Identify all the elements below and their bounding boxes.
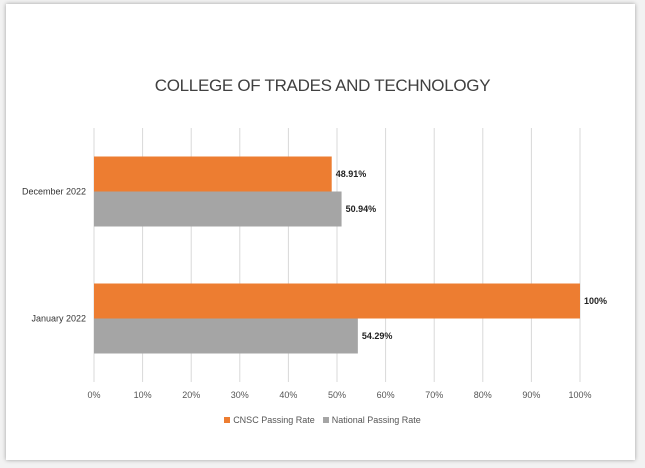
category-label: January 2022 xyxy=(31,314,86,324)
x-tick-label: 70% xyxy=(425,390,443,400)
x-tick-label: 0% xyxy=(87,390,100,400)
x-tick-label: 40% xyxy=(279,390,297,400)
chart-frame xyxy=(6,4,635,460)
x-tick-label: 30% xyxy=(231,390,249,400)
chart-legend: CNSC Passing Rate National Passing Rate xyxy=(0,415,645,425)
x-tick-label: 80% xyxy=(474,390,492,400)
x-tick-label: 90% xyxy=(522,390,540,400)
x-tick-label: 10% xyxy=(134,390,152,400)
x-tick-label: 50% xyxy=(328,390,346,400)
bar xyxy=(94,318,358,354)
data-label: 100% xyxy=(584,296,607,306)
bar xyxy=(94,283,580,319)
x-tick-label: 100% xyxy=(568,390,591,400)
legend-swatch-national xyxy=(322,417,329,423)
category-label: December 2022 xyxy=(22,187,86,197)
data-label: 48.91% xyxy=(336,169,367,179)
legend-item-cnsc: CNSC Passing Rate xyxy=(224,415,315,425)
x-tick-label: 20% xyxy=(182,390,200,400)
data-label: 54.29% xyxy=(362,331,393,341)
chart-title: COLLEGE OF TRADES AND TECHNOLOGY xyxy=(154,76,491,95)
data-label: 50.94% xyxy=(346,204,377,214)
legend-label-cnsc: CNSC Passing Rate xyxy=(233,415,315,425)
x-tick-label: 60% xyxy=(377,390,395,400)
legend-swatch-cnsc xyxy=(224,417,231,423)
legend-item-national: National Passing Rate xyxy=(322,415,421,425)
bar xyxy=(94,191,342,227)
legend-label-national: National Passing Rate xyxy=(331,415,421,425)
bar xyxy=(94,156,332,192)
